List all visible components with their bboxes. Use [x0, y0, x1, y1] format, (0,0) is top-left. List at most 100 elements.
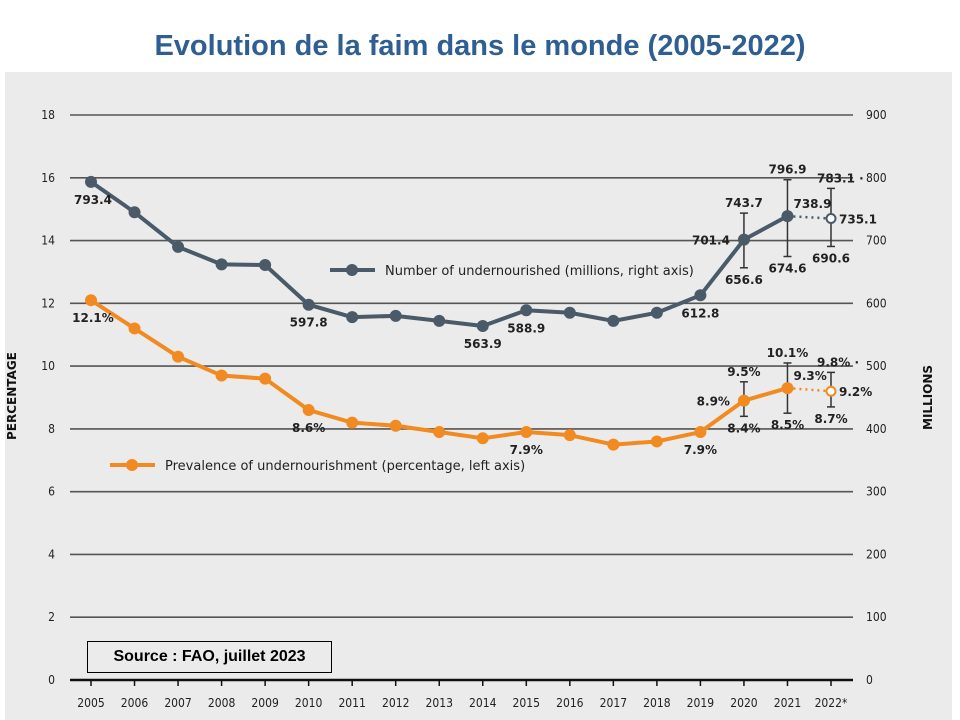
data-point: [389, 309, 402, 322]
legend-swatch-marker: [346, 264, 358, 276]
x-tick-label: 2006: [121, 696, 149, 710]
left-tick-label: 0: [48, 673, 55, 687]
data-point: [172, 240, 185, 253]
data-point: [172, 350, 185, 363]
data-point-projected: [825, 213, 837, 225]
data-point: [346, 311, 359, 324]
data-label: 8.6%: [292, 421, 325, 435]
series-projection: [787, 386, 832, 393]
data-point: [259, 372, 272, 385]
right-tick-label: 300: [866, 485, 887, 499]
data-point: [781, 382, 794, 395]
x-tick-label: 2010: [295, 696, 323, 710]
data-point: [476, 319, 489, 332]
right-axis-title: MILLIONS: [921, 365, 935, 430]
data-label: 7.9%: [510, 443, 543, 457]
data-point: [781, 210, 794, 223]
x-tick-label: 2007: [164, 696, 191, 710]
data-label: 8.7%: [814, 412, 847, 426]
chart-svg: 0 2 4 6 8 10 12 14 16 18 0 100 200 300 400 500 600 700 800…: [5, 108, 935, 710]
data-label: 588.9: [507, 321, 545, 335]
data-point: [520, 426, 533, 439]
data-point: [650, 435, 663, 448]
left-tick-label: 18: [41, 108, 55, 122]
x-tick-label: 2012: [382, 696, 409, 710]
right-tick-label: 200: [866, 547, 887, 561]
data-label: 701.4: [692, 234, 730, 248]
data-point: [302, 404, 315, 417]
left-tick-label: 10: [41, 359, 55, 373]
legend-swatch-marker: [126, 459, 138, 471]
data-label: 738.9: [793, 197, 831, 211]
left-tick-label: 8: [48, 422, 55, 436]
source-box: Source : FAO, juillet 2023: [87, 641, 332, 673]
right-tick-label: 500: [866, 359, 887, 373]
data-point: [694, 289, 707, 302]
x-tick-label: 2013: [426, 696, 453, 710]
data-label: 793.4: [74, 193, 112, 207]
data-point: [128, 206, 141, 219]
series-line: [89, 180, 789, 328]
x-tick-label: 2017: [600, 696, 627, 710]
data-label: 9.2%: [839, 385, 872, 399]
chart-panel: 0 2 4 6 8 10 12 14 16 18 0 100 200 300 400 500 600 700 800…: [5, 72, 952, 720]
data-label: 563.9: [464, 337, 502, 351]
data-point: [85, 294, 97, 307]
data-label: 8.9%: [697, 395, 730, 409]
right-tick-label: 400: [866, 422, 887, 436]
data-label: 674.6: [768, 262, 806, 276]
data-point: [215, 369, 228, 382]
x-tick-label: 2018: [643, 696, 671, 710]
x-tick-label: 2020: [730, 696, 758, 710]
right-tick-label: 100: [866, 610, 887, 624]
legend-label: Prevalence of undernourishment (percenta…: [165, 459, 525, 474]
data-point: [476, 432, 489, 445]
data-point: [650, 306, 663, 319]
data-point: [694, 426, 707, 439]
data-point: [85, 175, 97, 188]
x-tick-label: 2011: [338, 696, 365, 710]
data-point: [302, 298, 315, 311]
data-label: 9.5%: [727, 365, 760, 379]
data-point: [520, 304, 533, 317]
data-point: [737, 233, 750, 246]
x-tick-label: 2014: [469, 696, 497, 710]
data-label: 12.1%: [72, 311, 114, 325]
data-label: 796.9: [768, 163, 806, 177]
data-label: 10.1%: [767, 346, 809, 360]
data-label: 8.5%: [771, 418, 804, 432]
data-label: 735.1: [839, 213, 877, 227]
data-label: 690.6: [812, 251, 850, 265]
data-point: [346, 416, 359, 429]
left-tick-label: 4: [48, 547, 55, 561]
data-point: [607, 314, 620, 327]
data-point: [215, 258, 228, 271]
left-tick-label: 2: [48, 610, 55, 624]
x-tick-label: 2019: [687, 696, 715, 710]
data-label: 9.3%: [793, 369, 826, 383]
data-label: 783.1 ·: [817, 171, 864, 185]
data-point: [128, 322, 141, 335]
data-label: 612.8: [681, 306, 719, 320]
data-point: [389, 419, 402, 432]
legend-label: Number of undernourished (millions, righ…: [385, 264, 694, 279]
right-tick-label: 800: [866, 171, 887, 185]
data-point: [563, 429, 576, 442]
x-tick-label: 2016: [556, 696, 584, 710]
data-point: [259, 259, 272, 272]
left-tick-label: 6: [48, 485, 55, 499]
data-label: 7.9%: [684, 443, 717, 457]
x-tick-label: 2009: [251, 696, 279, 710]
data-label: 743.7: [725, 196, 763, 210]
right-tick-label: 0: [866, 673, 873, 687]
data-point: [607, 438, 620, 451]
right-tick-label: 600: [866, 296, 887, 310]
left-tick-label: 14: [41, 234, 55, 248]
x-tick-label: 2021: [774, 696, 801, 710]
data-point: [563, 306, 576, 319]
data-label: 8.4%: [727, 421, 760, 435]
data-label: 656.6: [725, 273, 763, 287]
x-tick-label: 2015: [513, 696, 540, 710]
chart-title: Evolution de la faim dans le monde (2005…: [154, 30, 806, 62]
x-tick-label: 2022*: [815, 696, 848, 710]
